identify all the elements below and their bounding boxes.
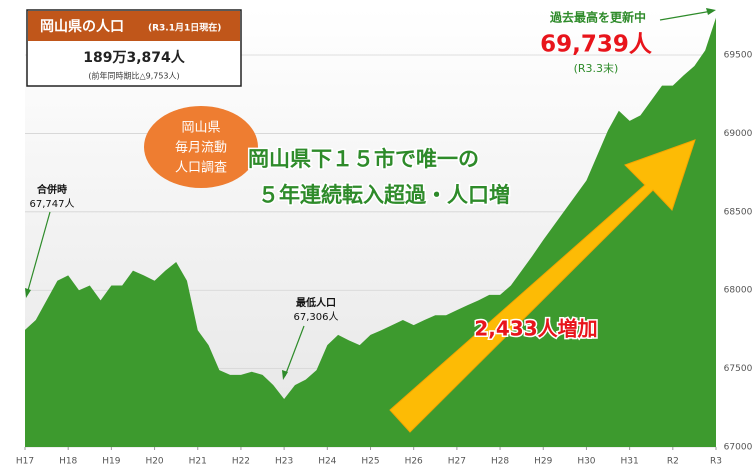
info-box-header [28, 11, 240, 41]
headline: 岡山県下１５市で唯一の [248, 147, 479, 171]
record-pointer [659, 10, 713, 21]
x-tick-label: H23 [275, 457, 293, 467]
x-tick-label: H28 [491, 457, 509, 467]
x-tick-label: H22 [232, 457, 250, 467]
x-tick-label: H27 [448, 457, 466, 467]
record-value: 69,739人 [540, 32, 653, 58]
low-note: 最低人口 [296, 296, 336, 309]
info-change: (前年同時期比△9,753人) [88, 71, 179, 81]
x-tick-label: H25 [361, 457, 379, 467]
growth-arrow [389, 139, 696, 433]
x-tick-label: H26 [405, 457, 423, 467]
x-tick-label: H21 [189, 457, 207, 467]
x-tick-label: H18 [59, 457, 77, 467]
badge-line: 人口調査 [175, 161, 227, 176]
x-tick-label: H30 [577, 457, 595, 467]
info-title: 岡山県の人口 [40, 18, 124, 35]
headline: ５年連続転入超過・人口増 [258, 183, 510, 207]
record-pointer-head [706, 8, 716, 15]
start-note: 合併時 [36, 183, 67, 196]
badge-line: 毎月流動 [175, 140, 227, 156]
record-date: (R3.3末) [574, 61, 619, 75]
area [25, 17, 716, 447]
badge [144, 106, 258, 188]
x-tick-label: H19 [102, 457, 120, 467]
y-tick-label: 67500 [724, 364, 753, 374]
start-pointer-head [25, 288, 31, 298]
x-tick-label: R2 [667, 457, 679, 467]
badge-line: 岡山県 [181, 121, 220, 136]
y-tick-label: 67000 [724, 443, 753, 453]
low-pointer [284, 325, 305, 377]
x-tick-label: R3 [710, 457, 722, 467]
y-tick-label: 68000 [724, 286, 753, 296]
record-label: 過去最高を更新中 [549, 10, 646, 25]
x-tick-label: H31 [621, 457, 639, 467]
start-note: 67,747人 [30, 198, 75, 210]
y-tick-label: 69000 [724, 129, 753, 139]
x-tick-label: H24 [318, 457, 336, 467]
x-tick-label: H29 [534, 457, 552, 467]
low-note: 67,306人 [294, 311, 339, 323]
x-tick-label: H17 [16, 457, 34, 467]
low-pointer-head [282, 370, 288, 380]
info-total: 189万3,874人 [83, 49, 186, 66]
increase-label: 2,433人増加 [474, 317, 597, 341]
y-tick-label: 68500 [724, 207, 753, 217]
y-tick-label: 69500 [724, 51, 753, 61]
start-pointer [26, 211, 51, 295]
x-tick-label: H20 [145, 457, 163, 467]
info-date: (R3.1月1日現在) [148, 22, 221, 34]
